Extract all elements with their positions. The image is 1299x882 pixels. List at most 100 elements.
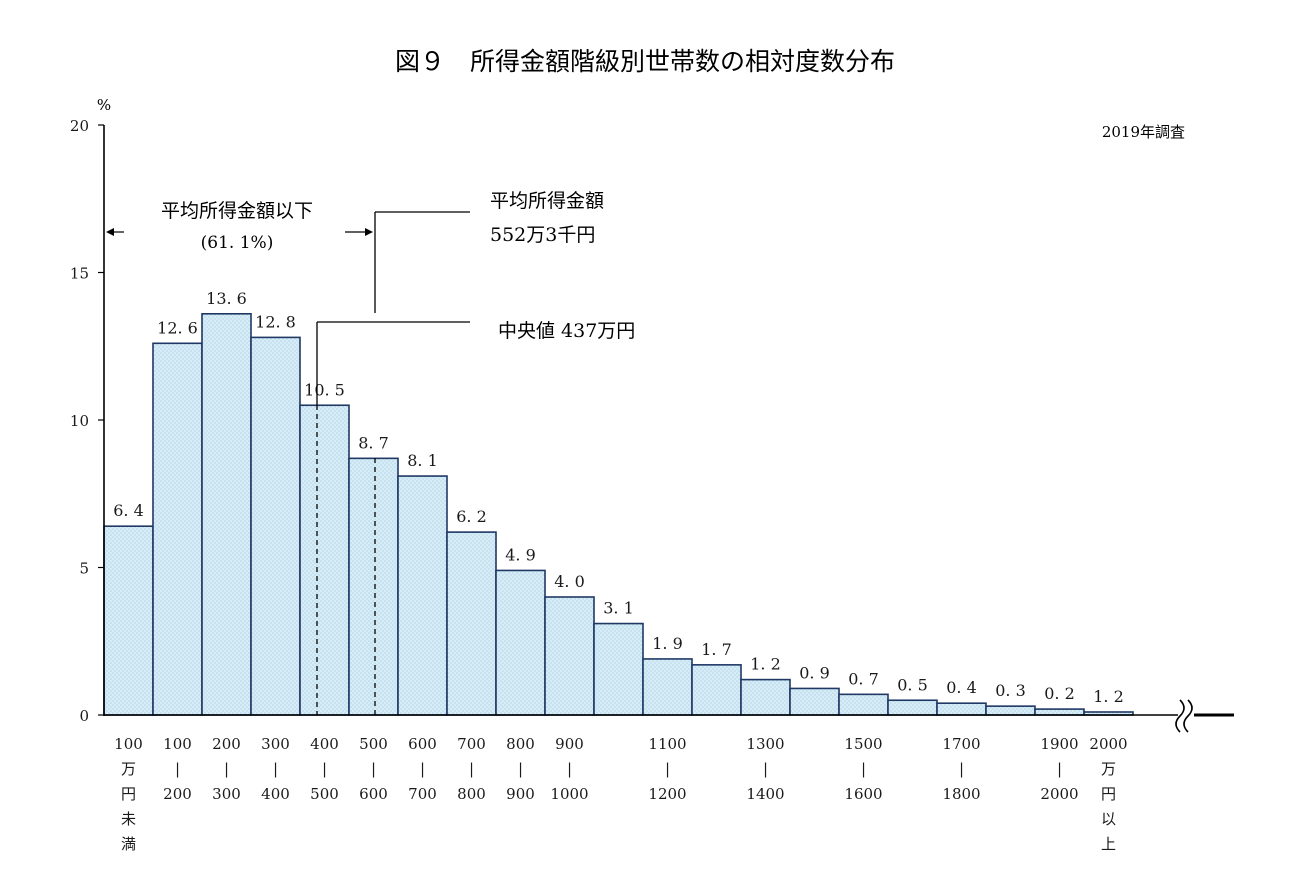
x-tick-label: 500 | 600 xyxy=(359,735,388,803)
mean-annotation: 平均所得金額 552万3千円 xyxy=(374,190,604,715)
bar xyxy=(544,596,595,716)
y-tick-label: 5 xyxy=(79,560,89,578)
bar-value-label: 0. 2 xyxy=(1044,684,1075,703)
x-tick-label: 300 | 400 xyxy=(261,735,290,803)
bar-value-label: 0. 4 xyxy=(946,678,977,697)
x-tick-line: 800 xyxy=(457,785,486,803)
bar-value-label: 12. 8 xyxy=(255,312,296,331)
bar-value-label: 6. 2 xyxy=(456,507,487,526)
x-tick-line: 900 xyxy=(555,735,584,753)
bar xyxy=(593,622,644,716)
y-tick-label: 10 xyxy=(70,412,89,430)
bar-value-label: 0. 3 xyxy=(995,681,1026,700)
x-tick-line: | xyxy=(567,760,572,778)
x-tick-line: 400 xyxy=(261,785,290,803)
y-tick-label: 15 xyxy=(70,265,89,283)
survey-year-note: 2019年調査 xyxy=(1102,123,1185,141)
bars-group xyxy=(103,312,1134,716)
below-mean-percentage: (61. 1%) xyxy=(201,233,274,253)
y-tick-label: 0 xyxy=(79,707,89,725)
x-tick-label: 600 | 700 xyxy=(408,735,437,803)
x-tick-line: 200 xyxy=(163,785,192,803)
bar-value-label: 12. 6 xyxy=(157,318,198,337)
x-tick-line: 1800 xyxy=(942,785,980,803)
data-labels-group: 6. 4 12. 6 13. 6 12. 8 10. 5 8. 7 8. 1 6. 2 4. 9… xyxy=(113,289,1124,706)
x-tick-line: | xyxy=(273,760,278,778)
x-tick-line: 1600 xyxy=(844,785,882,803)
x-tick-line: 万 xyxy=(1101,760,1116,778)
x-axis-tick-labels: 100万円未満100|200200|300300|400400|500500|6… xyxy=(114,735,1127,853)
below-mean-label: 平均所得金額以下 xyxy=(161,200,313,222)
bar-value-label: 0. 5 xyxy=(897,675,928,694)
bar xyxy=(299,404,350,716)
x-tick-label: 1100 | 1200 xyxy=(648,735,686,803)
x-tick-line: 未 xyxy=(121,810,136,828)
bar xyxy=(250,336,301,716)
x-tick-line: | xyxy=(420,760,425,778)
x-tick-label: 100 | 200 xyxy=(163,735,192,803)
x-tick-label: 1300 | 1400 xyxy=(746,735,784,803)
x-tick-line: 2000 xyxy=(1089,735,1127,753)
x-tick-line: 上 xyxy=(1101,835,1116,853)
y-axis-ticks: 0 5 10 15 20 xyxy=(70,117,104,725)
bar xyxy=(985,705,1036,716)
x-tick-line: 500 xyxy=(310,785,339,803)
x-tick-line: 1700 xyxy=(942,735,980,753)
x-tick-line: | xyxy=(371,760,376,778)
x-tick-label: 1500 | 1600 xyxy=(844,735,882,803)
x-tick-line: 1200 xyxy=(648,785,686,803)
y-tick-label: 20 xyxy=(70,117,89,135)
x-tick-line: 500 xyxy=(359,735,388,753)
x-tick-label: 700 | 800 xyxy=(457,735,486,803)
bar-value-label: 0. 7 xyxy=(848,669,879,688)
x-tick-line: 900 xyxy=(506,785,535,803)
bar xyxy=(152,342,203,716)
x-tick-line: 300 xyxy=(261,735,290,753)
x-tick-line: 1400 xyxy=(746,785,784,803)
left-arrow-icon xyxy=(106,228,114,236)
x-tick-label: 200 | 300 xyxy=(212,735,241,803)
x-tick-line: 1100 xyxy=(648,735,686,753)
bar xyxy=(201,312,252,716)
bar xyxy=(642,658,693,716)
bar xyxy=(740,678,791,716)
x-tick-line: 1500 xyxy=(844,735,882,753)
bar-value-label: 10. 5 xyxy=(304,380,345,399)
axis-break-icon xyxy=(1175,699,1234,733)
bar xyxy=(103,525,154,716)
x-tick-line: 円 xyxy=(121,785,136,803)
right-arrow-icon xyxy=(365,228,373,236)
x-tick-line: | xyxy=(861,760,866,778)
bar xyxy=(495,569,546,716)
bar-value-label: 1. 9 xyxy=(652,634,683,653)
x-tick-label: 1900 | 2000 xyxy=(1040,735,1078,803)
x-tick-line: 200 xyxy=(212,735,241,753)
bar-value-label: 4. 9 xyxy=(505,545,536,564)
x-tick-line: 満 xyxy=(121,835,136,853)
bar-value-label: 1. 2 xyxy=(1093,687,1124,706)
x-tick-label: 400 | 500 xyxy=(310,735,339,803)
median-annotation: 中央値 437万円 xyxy=(316,320,635,715)
x-tick-line: | xyxy=(469,760,474,778)
mean-value-label: 552万3千円 xyxy=(490,224,595,246)
x-tick-label: 900 | 1000 xyxy=(550,735,588,803)
bar xyxy=(789,687,840,716)
x-tick-line: 300 xyxy=(212,785,241,803)
bar-value-label: 8. 7 xyxy=(358,433,389,452)
below-mean-annotation: 平均所得金額以下 (61. 1%) xyxy=(106,200,373,253)
bar xyxy=(887,699,938,716)
x-tick-line: | xyxy=(959,760,964,778)
x-tick-line: 700 xyxy=(457,735,486,753)
x-tick-line: 100 xyxy=(163,735,192,753)
bar-value-label: 1. 2 xyxy=(750,655,781,674)
bar-value-label: 1. 7 xyxy=(701,640,732,659)
x-tick-line: | xyxy=(322,760,327,778)
x-tick-line: 1000 xyxy=(550,785,588,803)
x-tick-line: 2000 xyxy=(1040,785,1078,803)
x-tick-line: 700 xyxy=(408,785,437,803)
x-tick-line: 円 xyxy=(1101,785,1116,803)
x-tick-line: | xyxy=(665,760,670,778)
x-tick-line: | xyxy=(175,760,180,778)
